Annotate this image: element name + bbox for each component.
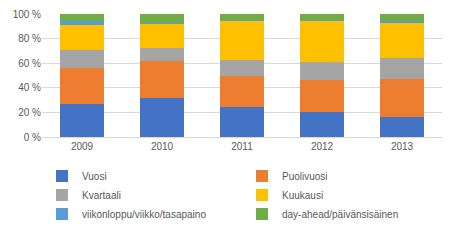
svg-text:60 %: 60 %	[18, 58, 41, 69]
svg-text:viikonloppu/viikko/tasapaino: viikonloppu/viikko/tasapaino	[82, 209, 206, 220]
svg-text:2012: 2012	[311, 141, 334, 152]
svg-text:2011: 2011	[231, 141, 253, 152]
svg-text:2010: 2010	[151, 141, 174, 152]
svg-text:20 %: 20 %	[18, 107, 41, 118]
svg-text:Vuosi: Vuosi	[82, 171, 107, 182]
svg-text:day-ahead/päivänsisäinen: day-ahead/päivänsisäinen	[282, 209, 398, 220]
svg-text:Kvartaali: Kvartaali	[82, 190, 121, 201]
svg-text:Puolivuosi: Puolivuosi	[282, 171, 328, 182]
svg-text:0 %: 0 %	[24, 132, 41, 143]
svg-text:40 %: 40 %	[18, 82, 41, 93]
svg-text:Kuukausi: Kuukausi	[282, 190, 323, 201]
svg-text:2013: 2013	[391, 141, 414, 152]
svg-text:80 %: 80 %	[18, 33, 41, 44]
svg-text:100 %: 100 %	[13, 9, 41, 20]
svg-text:2009: 2009	[71, 141, 94, 152]
